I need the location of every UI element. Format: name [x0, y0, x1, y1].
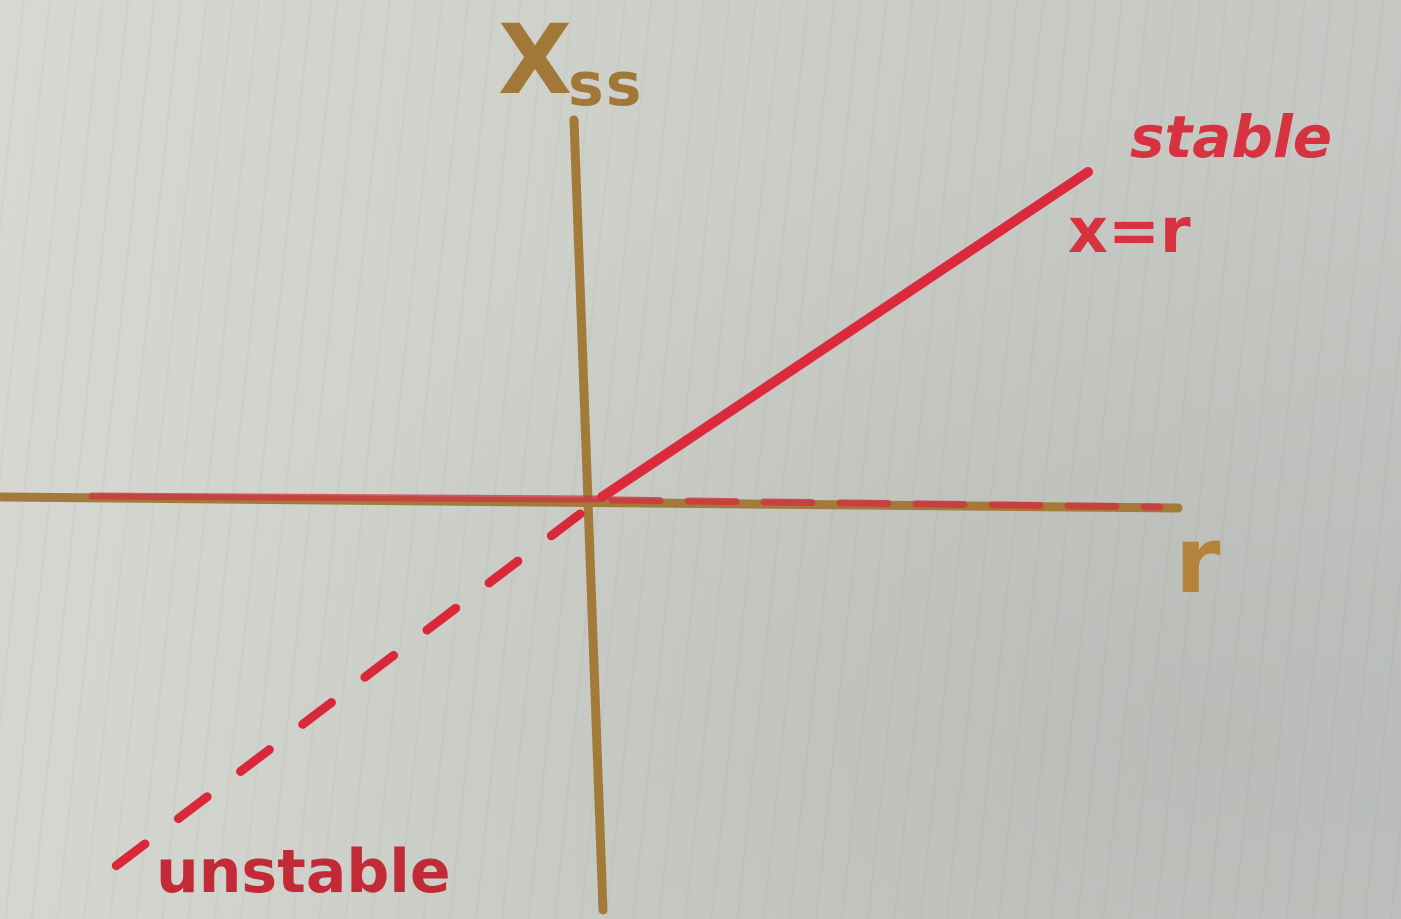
curve-equation-label: x=r: [1068, 194, 1191, 267]
x-axis-label: r: [1175, 507, 1221, 614]
y-axis: [569, 115, 608, 915]
y-axis-subscript: ss: [568, 50, 644, 120]
stable-label: stable: [1130, 103, 1333, 171]
stable-branch-x-equals-r: [597, 167, 1093, 502]
stable-branch-negative: [88, 492, 602, 503]
unstable-label: unstable: [156, 837, 451, 907]
unstable-branch-x-equals-r: [103, 509, 585, 877]
y-axis-label: Xss: [498, 4, 644, 120]
unstable-branch-positive: [608, 496, 1164, 511]
